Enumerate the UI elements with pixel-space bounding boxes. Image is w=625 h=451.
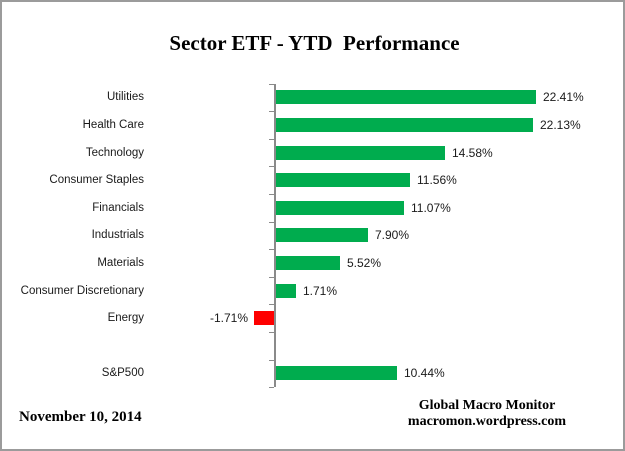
axis-tick (269, 139, 274, 140)
value-label: 7.90% (375, 228, 410, 242)
axis-tick (269, 84, 274, 85)
axis-tick (269, 304, 274, 305)
value-label: 22.13% (540, 118, 581, 132)
axis-tick (269, 111, 274, 112)
value-axis (274, 83, 276, 387)
attribution-block: Global Macro Monitor macromon.wordpress.… (352, 398, 622, 429)
bar-health-care (276, 118, 533, 132)
category-label: Materials (97, 257, 144, 269)
category-label: Technology (85, 147, 144, 159)
bar-consumer-staples (276, 173, 410, 187)
bar-financials (276, 201, 404, 215)
value-label: 11.07% (411, 201, 451, 215)
bar-materials (276, 256, 340, 270)
axis-tick (269, 332, 274, 333)
value-label: 1.71% (303, 284, 338, 298)
axis-tick (269, 249, 274, 250)
value-label: 11.56% (417, 173, 457, 187)
bar-consumer-discretionary (276, 284, 296, 298)
category-label: Industrials (91, 229, 144, 241)
category-label: Financials (92, 202, 144, 214)
date-label: November 10, 2014 (19, 409, 142, 425)
value-label: 22.41% (543, 90, 584, 104)
category-label: Health Care (82, 119, 144, 131)
chart-title: Sector ETF - YTD Performance (169, 31, 460, 55)
category-label: S&P500 (101, 367, 144, 379)
category-label: Utilities (106, 91, 144, 103)
bar-technology (276, 146, 445, 160)
axis-tick (269, 194, 274, 195)
bar-energy (254, 311, 274, 325)
axis-tick (269, 166, 274, 167)
attribution-source: Global Macro Monitor (418, 398, 556, 413)
axis-tick (269, 222, 274, 223)
axis-tick (269, 387, 274, 388)
axis-tick (269, 277, 274, 278)
bar-industrials (276, 228, 368, 242)
category-label: Consumer Discretionary (20, 285, 144, 297)
bar-s-p500 (276, 366, 397, 380)
value-label: 10.44% (404, 366, 445, 380)
bar-utilities (276, 90, 536, 104)
category-label: Consumer Staples (49, 174, 144, 186)
value-label: 14.58% (452, 146, 493, 160)
attribution-url: macromon.wordpress.com (407, 413, 567, 429)
value-label: 5.52% (347, 256, 382, 270)
category-label: Energy (107, 312, 144, 324)
value-label: -1.71% (209, 311, 248, 325)
axis-tick (269, 360, 274, 361)
